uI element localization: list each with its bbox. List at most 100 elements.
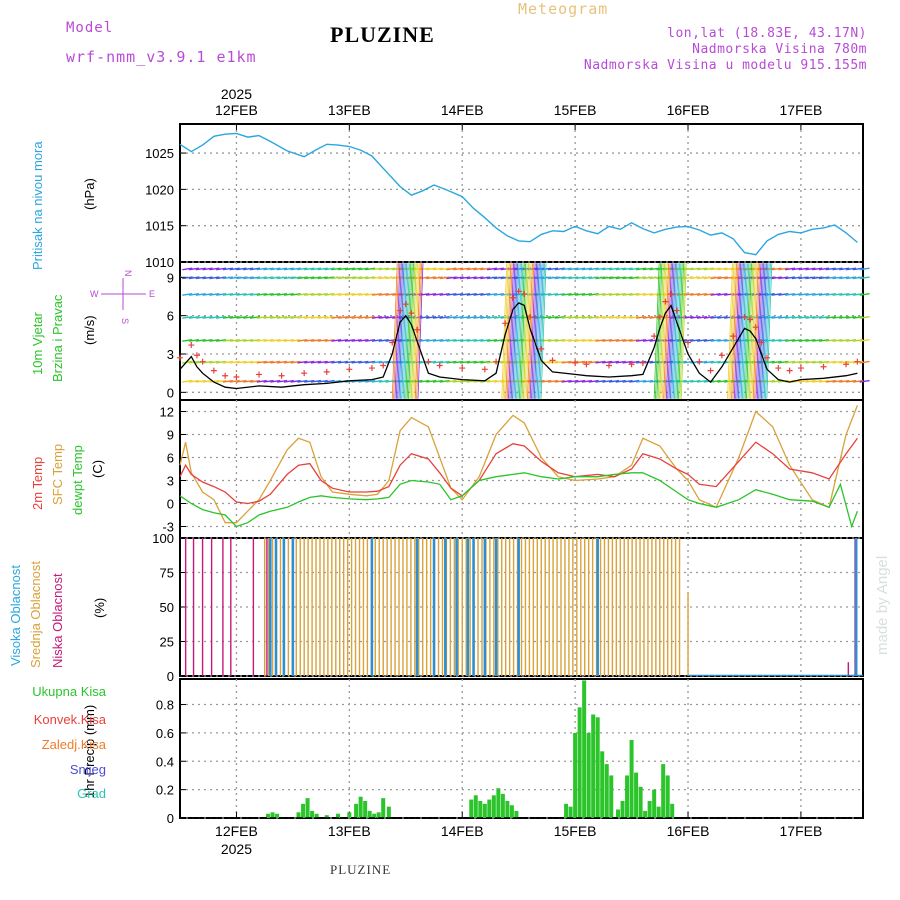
compass-e: E: [149, 289, 155, 299]
wind-arrow: [331, 276, 342, 280]
wind-arrow: [466, 276, 477, 280]
precip-bar: [609, 775, 614, 818]
wind-arrow: [561, 379, 572, 383]
wind-arrow: [317, 360, 328, 364]
wind-arrow: [432, 316, 443, 319]
wind-gust-marker: [256, 371, 263, 378]
wind-gust-marker: [402, 301, 409, 308]
wind-arrow: [195, 339, 206, 342]
wind-arrow: [446, 267, 457, 271]
wind-arrow: [426, 379, 437, 383]
wind-tick: 9: [167, 270, 174, 285]
wind-arrow: [236, 360, 247, 364]
wind-arrow: [690, 379, 701, 383]
wind-arrow: [653, 263, 660, 399]
wind-speed-line: [179, 302, 858, 390]
wind-arrow: [344, 276, 355, 280]
wind-arrow: [473, 316, 484, 319]
wind-arrow: [561, 339, 572, 342]
model-label: Model: [66, 20, 114, 36]
wind-arrow: [473, 293, 484, 296]
wind-arrow: [527, 263, 533, 399]
sfc-temp-line: [179, 405, 859, 524]
wind-arrow: [297, 379, 308, 383]
x-tick-label-bottom: 13FEB: [328, 823, 371, 839]
wind-arrow: [365, 360, 376, 364]
wind-arrow: [446, 316, 457, 319]
precip-bar: [505, 800, 510, 818]
wind-arrow: [561, 267, 572, 271]
wind-arrow: [608, 379, 620, 383]
wind-arrow: [317, 339, 328, 342]
wind-gust-marker: [408, 310, 415, 317]
wind-arrow: [209, 316, 220, 319]
wind-arrow: [371, 276, 383, 280]
wind-arrow: [622, 379, 633, 383]
wind-arrow: [690, 267, 701, 271]
wind-arrow: [791, 339, 802, 342]
wind-arrow: [480, 316, 491, 319]
wind-arrow: [575, 267, 586, 271]
wind-arrow: [426, 267, 437, 271]
precip-bar: [314, 813, 319, 818]
precip-tick: 0: [167, 811, 174, 826]
precip-bar: [586, 732, 591, 818]
precip-bar: [482, 803, 487, 818]
wind-arrow: [539, 263, 546, 399]
wind-gust-marker: [526, 313, 533, 320]
wind-arrow: [785, 293, 796, 296]
wind-arrow: [188, 267, 200, 271]
legend-snow: Snijeg: [69, 762, 106, 777]
precip-bar: [600, 751, 605, 818]
wind-arrow: [622, 360, 633, 364]
wind-arrow: [595, 276, 606, 280]
wind-arrow: [531, 263, 537, 399]
lonlat: lon,lat (18.83E, 43.17N): [667, 26, 867, 41]
wind-arrow: [432, 293, 443, 296]
wind-arrow: [602, 293, 613, 296]
wind-arrow: [419, 293, 430, 296]
wind-arrow: [575, 293, 586, 296]
wind-arrow: [182, 267, 193, 271]
wind-arrow: [791, 360, 802, 364]
wind-arrow: [290, 379, 301, 383]
wind-arrow: [839, 360, 850, 364]
wind-arrow: [703, 267, 714, 271]
wind-arrow: [402, 263, 409, 399]
wind-arrow: [825, 360, 836, 364]
wind-arrow: [351, 339, 362, 342]
wind-arrow: [859, 293, 870, 296]
wind-arrow: [358, 360, 369, 364]
wind-arrow: [845, 379, 857, 383]
precip-bar: [270, 812, 275, 818]
wind-arrow: [812, 339, 823, 342]
wind-arrow: [202, 360, 213, 364]
wind-gust-marker: [177, 354, 183, 361]
wind-arrow: [413, 263, 420, 399]
precip-bar: [568, 806, 573, 818]
wind-arrow: [371, 267, 383, 271]
wind-arrow: [222, 316, 234, 319]
wind-arrow: [236, 339, 247, 342]
wind-arrow: [283, 267, 294, 271]
wind-arrow: [595, 360, 606, 364]
wind-arrow: [859, 267, 870, 271]
wind-arrow: [493, 293, 504, 296]
wind-arrow: [581, 339, 593, 342]
wind-arrow: [406, 263, 413, 399]
wind-gust-marker: [786, 367, 793, 374]
precip-bar: [324, 815, 329, 818]
wind-arrow: [222, 339, 234, 342]
wind-arrow: [337, 339, 349, 342]
wind-arrow: [717, 339, 728, 342]
wind-arrow: [602, 316, 613, 319]
wind-arrow: [195, 267, 206, 271]
wind-arrow: [629, 276, 640, 280]
wind-arrow: [765, 263, 771, 399]
wind-arrow: [256, 267, 267, 271]
wind-arrow: [324, 276, 335, 280]
wind-arrow: [649, 276, 660, 280]
wind-arrow: [229, 360, 240, 364]
wind-arrow: [256, 360, 267, 364]
wind-arrow: [256, 339, 267, 342]
